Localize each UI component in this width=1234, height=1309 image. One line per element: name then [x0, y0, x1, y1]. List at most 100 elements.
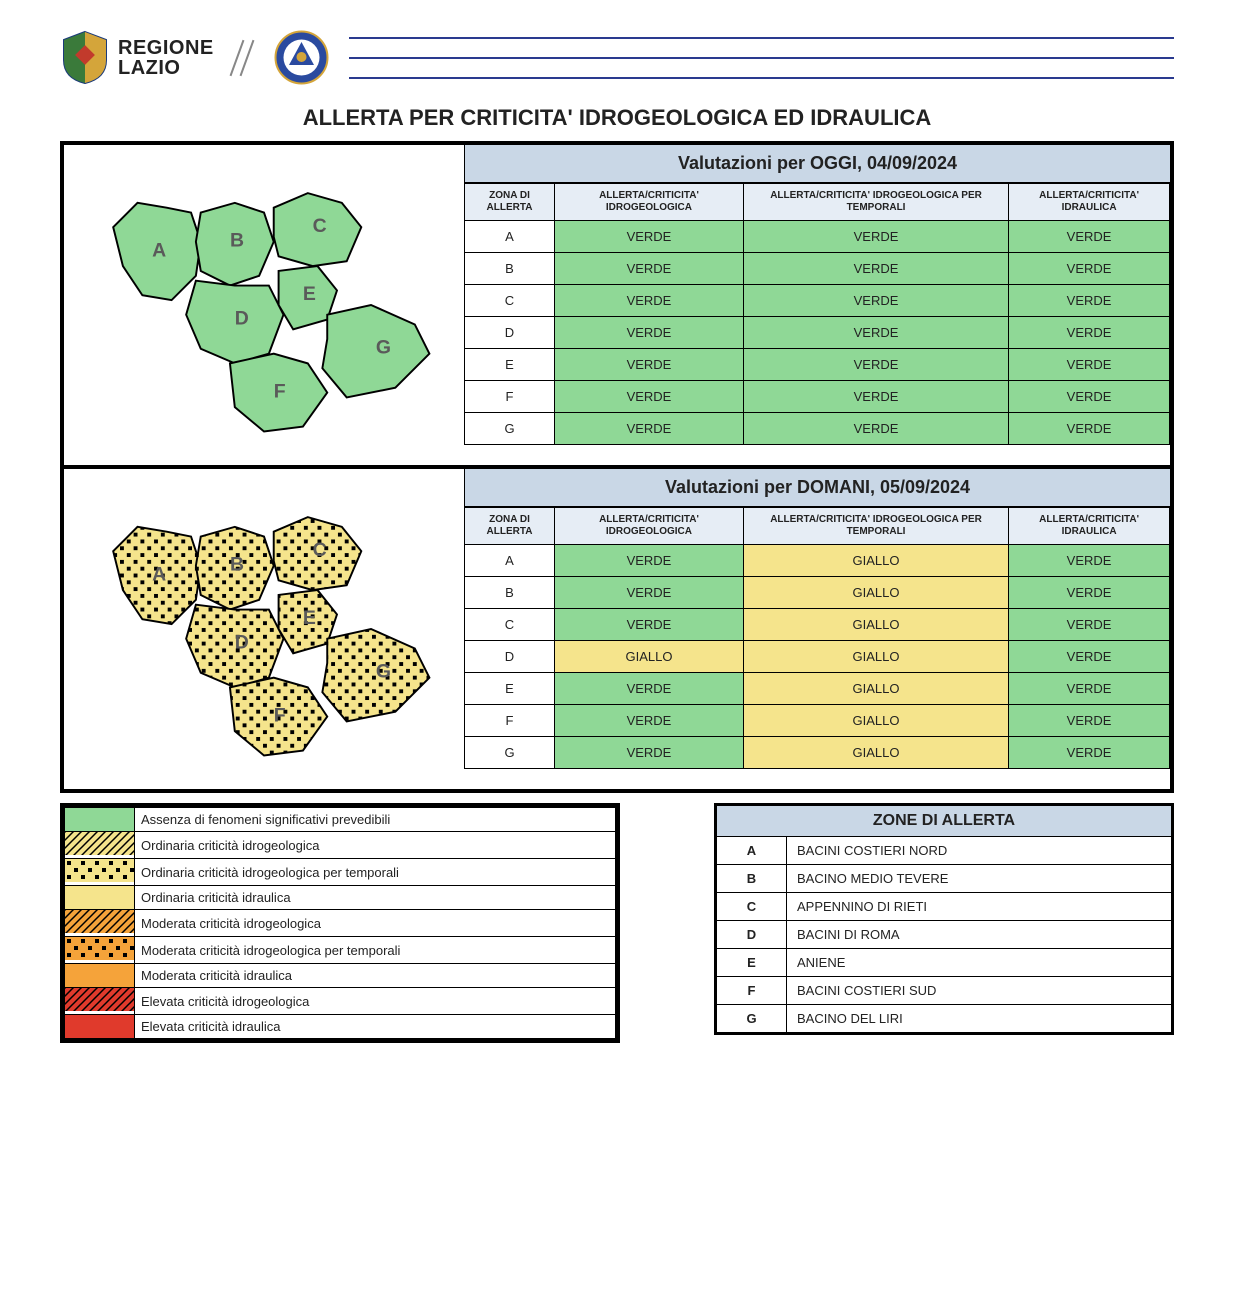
level-cell: VERDE — [1009, 381, 1170, 413]
level-cell: VERDE — [1009, 317, 1170, 349]
level-cell: GIALLO — [743, 577, 1008, 609]
zone-cell: B — [465, 253, 555, 285]
legend-label: Ordinaria criticità idraulica — [135, 886, 616, 910]
col-c2: ALLERTA/CRITICITA' IDROGEOLOGICA PER TEM… — [743, 184, 1008, 221]
zone-code: F — [717, 977, 787, 1005]
alert-box: ABCDEFG Valutazioni per OGGI, 04/09/2024… — [60, 141, 1174, 793]
legend-row: Moderata criticità idraulica — [65, 964, 616, 988]
today-title: Valutazioni per OGGI, 04/09/2024 — [464, 145, 1170, 183]
table-row: CVERDEVERDEVERDE — [465, 285, 1170, 317]
level-cell: VERDE — [555, 317, 744, 349]
zone-name: APPENNINO DI RIETI — [787, 893, 1172, 921]
legend-label: Elevata criticità idrogeologica — [135, 988, 616, 1015]
protezione-civile-icon — [274, 30, 329, 85]
map-label-G: G — [376, 661, 391, 683]
level-cell: VERDE — [1009, 673, 1170, 705]
level-cell: GIALLO — [743, 737, 1008, 769]
legend: Assenza di fenomeni significativi preved… — [60, 803, 620, 1043]
zone-name: BACINO DEL LIRI — [787, 1005, 1172, 1033]
zone-code: B — [717, 865, 787, 893]
zones: ZONE DI ALLERTAABACINI COSTIERI NORDBBAC… — [714, 803, 1174, 1035]
legend-label: Moderata criticità idrogeologica — [135, 910, 616, 937]
col-zone: ZONA DI ALLERTA — [465, 508, 555, 545]
level-cell: VERDE — [555, 609, 744, 641]
zone-name: BACINI COSTIERI SUD — [787, 977, 1172, 1005]
level-cell: VERDE — [555, 381, 744, 413]
level-cell: GIALLO — [555, 641, 744, 673]
zone-row: EANIENE — [717, 949, 1172, 977]
zone-code: C — [717, 893, 787, 921]
legend-label: Moderata criticità idraulica — [135, 964, 616, 988]
table-row: FVERDEGIALLOVERDE — [465, 705, 1170, 737]
map-label-C: C — [313, 215, 327, 237]
col-c1: ALLERTA/CRITICITA' IDROGEOLOGICA — [555, 508, 744, 545]
level-cell: VERDE — [743, 381, 1008, 413]
zones-title: ZONE DI ALLERTA — [717, 806, 1172, 837]
zone-cell: D — [465, 641, 555, 673]
map-label-C: C — [313, 539, 327, 561]
table-row: EVERDEVERDEVERDE — [465, 349, 1170, 381]
map-label-B: B — [230, 554, 244, 576]
legend-label: Assenza di fenomeni significativi preved… — [135, 808, 616, 832]
tomorrow-row: ABCDEFG Valutazioni per DOMANI, 05/09/20… — [64, 465, 1170, 789]
legend-label: Moderata criticità idrogeologica per tem… — [135, 937, 616, 964]
legend-swatch — [65, 1015, 135, 1039]
zone-cell: D — [465, 317, 555, 349]
col-c3: ALLERTA/CRITICITA' IDRAULICA — [1009, 508, 1170, 545]
level-cell: VERDE — [555, 285, 744, 317]
zone-cell: C — [465, 285, 555, 317]
legend-swatch — [65, 859, 135, 886]
col-zone: ZONA DI ALLERTA — [465, 184, 555, 221]
zone-row: BBACINO MEDIO TEVERE — [717, 865, 1172, 893]
level-cell: GIALLO — [743, 673, 1008, 705]
regione-logo: REGIONE LAZIO — [60, 30, 214, 85]
table-row: GVERDEVERDEVERDE — [465, 413, 1170, 445]
level-cell: VERDE — [555, 545, 744, 577]
table-row: DVERDEVERDEVERDE — [465, 317, 1170, 349]
legend-swatch — [65, 988, 135, 1015]
legend-swatch — [65, 886, 135, 910]
col-c1: ALLERTA/CRITICITA' IDROGEOLOGICA — [555, 184, 744, 221]
map-label-D: D — [235, 631, 249, 653]
page-title: ALLERTA PER CRITICITA' IDROGEOLOGICA ED … — [60, 105, 1174, 131]
legend-swatch — [65, 937, 135, 964]
table-row: AVERDEVERDEVERDE — [465, 221, 1170, 253]
level-cell: VERDE — [1009, 413, 1170, 445]
level-cell: GIALLO — [743, 641, 1008, 673]
zone-row: DBACINI DI ROMA — [717, 921, 1172, 949]
today-map: ABCDEFG — [64, 145, 464, 465]
map-label-B: B — [230, 230, 244, 252]
zone-cell: G — [465, 737, 555, 769]
legend-row: Ordinaria criticità idrogeologica per te… — [65, 859, 616, 886]
level-cell: VERDE — [1009, 577, 1170, 609]
level-cell: VERDE — [1009, 545, 1170, 577]
zone-cell: B — [465, 577, 555, 609]
legend-row: Assenza di fenomeni significativi preved… — [65, 808, 616, 832]
zone-cell: A — [465, 545, 555, 577]
zone-cell: A — [465, 221, 555, 253]
level-cell: VERDE — [743, 253, 1008, 285]
legend-row: Elevata criticità idrogeologica — [65, 988, 616, 1015]
map-label-D: D — [235, 307, 249, 329]
zone-code: G — [717, 1005, 787, 1033]
zone-code: D — [717, 921, 787, 949]
zone-code: A — [717, 837, 787, 865]
legend-label: Elevata criticità idraulica — [135, 1015, 616, 1039]
table-row: DGIALLOGIALLOVERDE — [465, 641, 1170, 673]
level-cell: VERDE — [1009, 253, 1170, 285]
col-c2: ALLERTA/CRITICITA' IDROGEOLOGICA PER TEM… — [743, 508, 1008, 545]
today-row: ABCDEFG Valutazioni per OGGI, 04/09/2024… — [64, 145, 1170, 465]
level-cell: VERDE — [1009, 737, 1170, 769]
level-cell: VERDE — [555, 737, 744, 769]
table-row: AVERDEGIALLOVERDE — [465, 545, 1170, 577]
tomorrow-table: ZONA DI ALLERTAALLERTA/CRITICITA' IDROGE… — [464, 507, 1170, 769]
tomorrow-map: ABCDEFG — [64, 469, 464, 789]
map-label-G: G — [376, 337, 391, 359]
zone-cell: E — [465, 349, 555, 381]
zone-row: ABACINI COSTIERI NORD — [717, 837, 1172, 865]
zone-cell: G — [465, 413, 555, 445]
level-cell: VERDE — [555, 577, 744, 609]
table-row: BVERDEVERDEVERDE — [465, 253, 1170, 285]
logo-divider — [224, 38, 264, 78]
today-table: ZONA DI ALLERTAALLERTA/CRITICITA' IDROGE… — [464, 183, 1170, 445]
